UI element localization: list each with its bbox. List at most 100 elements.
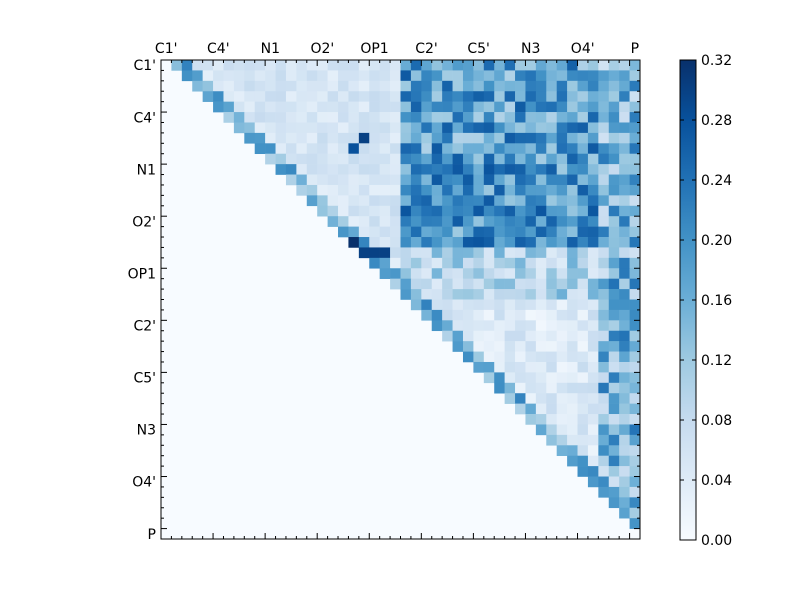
heatmap-cell xyxy=(504,299,516,311)
heatmap-cell xyxy=(358,101,370,113)
heatmap-cell xyxy=(338,195,349,207)
heatmap-cell xyxy=(473,164,485,175)
heatmap-cell xyxy=(275,112,287,123)
heatmap-cell xyxy=(421,132,433,144)
heatmap-cell xyxy=(348,80,360,92)
heatmap-cell xyxy=(546,60,557,71)
heatmap-cell xyxy=(223,80,235,92)
heatmap-cell xyxy=(504,393,516,404)
heatmap-cell xyxy=(494,132,505,144)
heatmap-cell xyxy=(535,184,547,196)
heatmap-cell xyxy=(390,112,401,123)
heatmap-cell xyxy=(306,143,318,155)
heatmap-cell xyxy=(338,143,349,155)
heatmap-cell xyxy=(483,237,495,248)
heatmap-cell xyxy=(421,309,433,321)
heatmap-cell xyxy=(556,393,568,404)
x-tick-label: O2' xyxy=(311,41,335,57)
heatmap-cell xyxy=(338,60,349,71)
heatmap-cell xyxy=(556,361,568,373)
heatmap-cell xyxy=(410,70,422,82)
heatmap-cell xyxy=(223,112,235,123)
heatmap-cell xyxy=(587,309,599,321)
heatmap-cell xyxy=(462,195,474,207)
heatmap-cell xyxy=(608,174,620,186)
heatmap-cell xyxy=(421,226,433,238)
colorbar-tick-label: 0.08 xyxy=(701,413,732,429)
heatmap-cell xyxy=(619,372,630,384)
heatmap-cell xyxy=(587,289,599,300)
heatmap-cell xyxy=(421,143,433,155)
heatmap-cell xyxy=(567,382,578,394)
heatmap-cell xyxy=(358,80,370,92)
heatmap-cell xyxy=(494,184,505,196)
heatmap-cell xyxy=(535,70,547,82)
heatmap-cell xyxy=(546,164,557,175)
heatmap-cell xyxy=(619,486,630,498)
heatmap-cell xyxy=(504,278,516,290)
y-tick-label: N1 xyxy=(137,162,156,178)
heatmap-cell xyxy=(567,434,578,446)
heatmap-cell xyxy=(577,112,589,123)
heatmap-cell xyxy=(504,341,516,352)
heatmap-cell xyxy=(629,91,641,102)
heatmap-cell xyxy=(525,70,537,82)
heatmap-cell xyxy=(462,289,474,300)
heatmap-cell xyxy=(202,80,214,92)
heatmap-cell xyxy=(358,205,370,217)
heatmap-cell xyxy=(504,184,516,196)
heatmap-cell xyxy=(223,101,235,113)
heatmap-cell xyxy=(400,216,412,227)
heatmap-cell xyxy=(567,403,578,415)
heatmap-cell xyxy=(556,268,568,279)
heatmap-cell xyxy=(556,299,568,311)
heatmap-cell xyxy=(525,184,537,196)
heatmap-cell xyxy=(494,382,505,394)
heatmap-cell xyxy=(556,414,568,425)
heatmap-cell xyxy=(567,289,578,300)
heatmap-cell xyxy=(369,153,380,165)
heatmap-cell xyxy=(525,122,537,134)
heatmap-cell xyxy=(546,247,557,259)
heatmap-cell xyxy=(567,257,578,269)
heatmap-cell xyxy=(598,226,610,238)
heatmap-cell xyxy=(275,70,287,82)
heatmap-cell xyxy=(358,195,370,207)
heatmap-cell xyxy=(629,205,641,217)
heatmap-cell xyxy=(369,112,380,123)
heatmap-cell xyxy=(317,70,328,82)
heatmap-cell xyxy=(338,70,349,82)
heatmap-cell xyxy=(379,257,391,269)
heatmap-cell xyxy=(515,122,526,134)
heatmap-cell xyxy=(181,60,193,71)
heatmap-cell xyxy=(244,91,256,102)
colorbar-tick-label: 0.16 xyxy=(701,293,732,309)
heatmap-cell xyxy=(285,143,297,155)
heatmap-cell xyxy=(410,216,422,227)
heatmap-cell xyxy=(369,237,380,248)
heatmap-cell xyxy=(525,341,537,352)
heatmap-cell xyxy=(296,153,308,165)
heatmap-cell xyxy=(431,132,443,144)
heatmap-cell xyxy=(379,143,391,155)
heatmap-cell xyxy=(619,507,630,519)
heatmap-cell xyxy=(629,445,641,456)
heatmap-cell xyxy=(587,122,599,134)
heatmap-cell xyxy=(473,195,485,207)
heatmap-cell xyxy=(567,330,578,342)
heatmap-cell xyxy=(244,80,256,92)
heatmap-cell xyxy=(410,278,422,290)
heatmap-cell xyxy=(567,184,578,196)
heatmap-cell xyxy=(306,164,318,175)
heatmap-cell xyxy=(567,372,578,384)
heatmap-cell xyxy=(598,278,610,290)
heatmap-cell xyxy=(598,80,610,92)
heatmap-cell xyxy=(608,205,620,217)
heatmap-cell xyxy=(515,361,526,373)
heatmap-cell xyxy=(400,164,412,175)
heatmap-cell xyxy=(442,164,453,175)
heatmap-cell xyxy=(525,112,537,123)
heatmap-cell xyxy=(317,184,328,196)
heatmap-cell xyxy=(390,122,401,134)
heatmap-cell xyxy=(598,455,610,467)
